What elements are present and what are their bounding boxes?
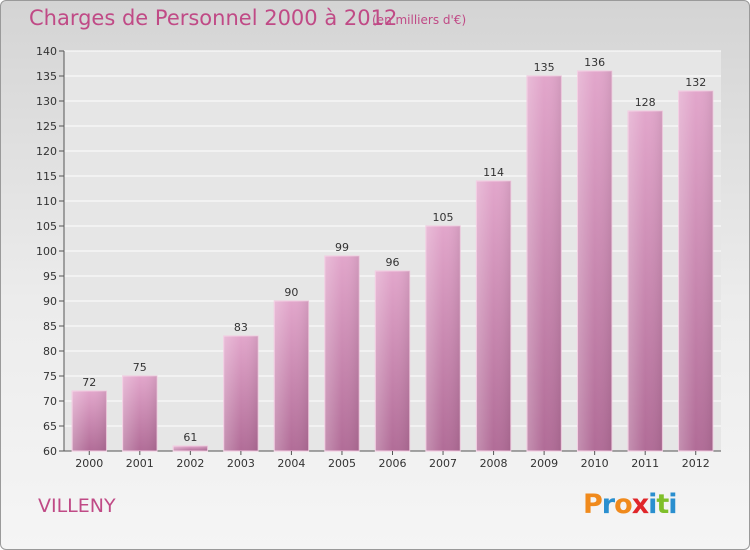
data-label: 114	[483, 166, 504, 179]
y-tick-label: 140	[36, 45, 57, 58]
bar-shine	[526, 76, 562, 451]
x-tick-label: 2004	[277, 457, 305, 470]
y-tick-label: 60	[43, 445, 57, 458]
bar-shine	[375, 271, 410, 451]
data-label: 132	[685, 76, 706, 89]
y-tick-label: 100	[36, 245, 57, 258]
data-label: 96	[386, 256, 400, 269]
data-label: 105	[433, 211, 454, 224]
bar-shine	[628, 111, 663, 451]
y-tick-label: 110	[36, 195, 57, 208]
bar-shine	[274, 301, 309, 451]
y-tick-label: 80	[43, 345, 57, 358]
data-label: 90	[284, 286, 298, 299]
x-tick-label: 2007	[429, 457, 457, 470]
data-label: 135	[534, 61, 555, 74]
city-name: VILLENY	[38, 495, 116, 517]
x-tick-label: 2003	[227, 457, 255, 470]
x-tick-label: 2008	[480, 457, 508, 470]
data-label: 75	[133, 361, 147, 374]
y-tick-label: 125	[36, 120, 57, 133]
logo-letter: o	[614, 489, 633, 520]
y-tick-label: 65	[43, 420, 57, 433]
y-tick-label: 95	[43, 270, 57, 283]
logo-letter: x	[631, 489, 649, 520]
data-label: 136	[584, 56, 605, 69]
bar-shine	[678, 91, 713, 451]
y-tick-label: 135	[36, 70, 57, 83]
x-tick-label: 2012	[682, 457, 710, 470]
bar-shine	[173, 446, 208, 451]
y-tick-label: 130	[36, 95, 57, 108]
logo-letter: i	[668, 489, 677, 520]
proxiti-logo[interactable]: Proxiti	[583, 489, 678, 520]
data-label: 99	[335, 241, 349, 254]
bar-shine	[223, 336, 259, 451]
x-tick-label: 2000	[75, 457, 103, 470]
y-tick-label: 90	[43, 295, 57, 308]
bar-shine	[476, 181, 511, 451]
chart-title: Charges de Personnel 2000 à 2012	[29, 6, 398, 30]
logo-letter: r	[601, 489, 615, 520]
data-label: 72	[82, 376, 96, 389]
bar-shine	[324, 256, 360, 451]
y-tick-label: 120	[36, 145, 57, 158]
y-tick-label: 115	[36, 170, 57, 183]
x-tick-label: 2010	[581, 457, 609, 470]
logo-letter: t	[656, 489, 669, 520]
x-tick-label: 2001	[126, 457, 154, 470]
bar-shine	[72, 391, 107, 451]
x-tick-label: 2005	[328, 457, 356, 470]
bar-shine	[122, 376, 157, 451]
y-tick-label: 105	[36, 220, 57, 233]
data-label: 83	[234, 321, 248, 334]
y-tick-label: 75	[43, 370, 57, 383]
chart-subtitle: (en milliers d'€)	[372, 13, 467, 27]
y-tick-label: 85	[43, 320, 57, 333]
x-tick-label: 2002	[176, 457, 204, 470]
x-tick-label: 2009	[530, 457, 558, 470]
data-label: 128	[635, 96, 656, 109]
y-tick-label: 70	[43, 395, 57, 408]
x-tick-label: 2006	[379, 457, 407, 470]
logo-letter: P	[583, 489, 603, 520]
x-tick-label: 2011	[631, 457, 659, 470]
bar-shine	[425, 226, 461, 451]
data-label: 61	[183, 431, 197, 444]
logo-letter: i	[648, 489, 657, 520]
bar-shine	[577, 71, 612, 451]
